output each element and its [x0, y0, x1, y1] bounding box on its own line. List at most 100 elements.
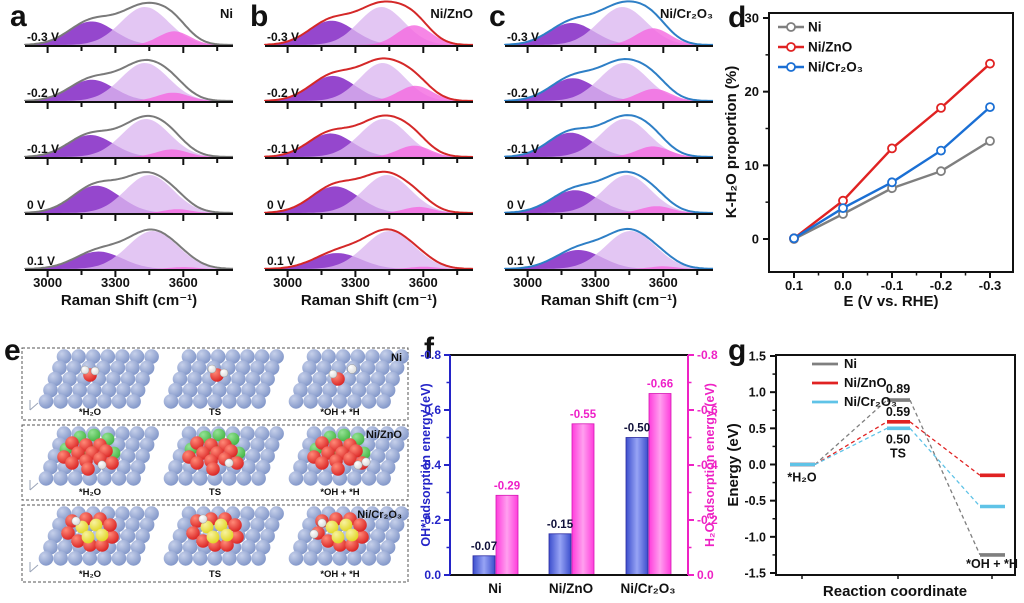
svg-text:H₂O adsorption energy (eV): H₂O adsorption energy (eV) — [703, 383, 717, 547]
svg-text:-0.07: -0.07 — [471, 541, 497, 553]
panel-letter-g: g — [728, 334, 747, 367]
svg-text:0: 0 — [752, 232, 759, 247]
svg-text:-0.50: -0.50 — [624, 423, 650, 435]
svg-text:-0.4: -0.4 — [420, 458, 441, 472]
svg-text:-0.1 V: -0.1 V — [27, 142, 59, 156]
svg-text:0.1: 0.1 — [785, 278, 803, 293]
svg-text:-0.3 V: -0.3 V — [507, 30, 539, 44]
svg-text:Ni: Ni — [844, 356, 857, 371]
svg-text:-0.1: -0.1 — [881, 278, 903, 293]
svg-text:Ni/Cr₂O₃: Ni/Cr₂O₃ — [660, 6, 713, 21]
svg-text:OH* adsorption energy (eV): OH* adsorption energy (eV) — [420, 383, 433, 546]
svg-text:1.5: 1.5 — [749, 350, 766, 364]
svg-text:*H₂O: *H₂O — [787, 471, 816, 485]
svg-text:*H₂O: *H₂O — [79, 487, 101, 498]
svg-text:Ni: Ni — [808, 20, 822, 35]
svg-text:0.1 V: 0.1 V — [507, 254, 535, 268]
svg-text:-0.2 V: -0.2 V — [507, 86, 539, 100]
panel-letter-c: c — [489, 0, 506, 33]
svg-text:-0.8: -0.8 — [420, 348, 441, 362]
svg-text:Ni/Cr₂O₃: Ni/Cr₂O₃ — [808, 60, 863, 75]
raman-chart-nizno: -0.3 V Ni/ZnO -0.2 V -0.1 V 0 V 0.1 V 3000 3300… — [264, 0, 474, 309]
svg-text:-0.55: -0.55 — [570, 409, 597, 421]
svg-text:0.89: 0.89 — [886, 382, 910, 396]
svg-text:*H₂O: *H₂O — [79, 569, 101, 580]
panel-letter-f: f — [424, 332, 434, 365]
panel-letter-b: b — [250, 0, 269, 33]
kh2o-proportion-chart: 0 10 20 30 0.1 0.0 -0.1 -0.2 -0.3 E (V vs. RHE) K-… — [723, 11, 1014, 310]
adsorption-energy-bar-chart: -0.07 -0.29 Ni -0.15 -0.55 Ni/ZnO -0.50 -0.66 Ni… — [420, 348, 718, 596]
svg-text:TS: TS — [209, 569, 221, 580]
svg-text:0.0: 0.0 — [749, 458, 766, 472]
svg-text:TS: TS — [890, 446, 906, 460]
svg-text:20: 20 — [745, 84, 759, 99]
svg-text:Ni/ZnO: Ni/ZnO — [844, 375, 887, 390]
svg-text:0.0: 0.0 — [697, 568, 714, 582]
svg-text:3600: 3600 — [409, 275, 438, 290]
svg-text:-0.15: -0.15 — [547, 519, 574, 531]
svg-text:-0.1 V: -0.1 V — [267, 142, 299, 156]
svg-text:Ni/ZnO: Ni/ZnO — [430, 6, 473, 21]
svg-text:0.5: 0.5 — [749, 422, 766, 436]
svg-text:0.0: 0.0 — [834, 278, 852, 293]
svg-text:Energy (eV): Energy (eV) — [725, 423, 742, 506]
svg-text:3300: 3300 — [101, 275, 130, 290]
svg-text:0.1 V: 0.1 V — [267, 254, 295, 268]
svg-text:*OH + *H: *OH + *H — [320, 569, 359, 580]
svg-text:-0.66: -0.66 — [647, 379, 673, 391]
panel-f-adsorption-bars: -0.07 -0.29 Ni -0.15 -0.55 Ni/ZnO -0.50 -0.66 Ni… — [420, 330, 720, 603]
svg-text:Reaction coordinate: Reaction coordinate — [823, 583, 967, 600]
raman-chart-nicr2o3: -0.3 V Ni/Cr₂O₃ -0.2 V -0.1 V 0 V 0.1 V 3000 33… — [504, 0, 713, 309]
panel-b-raman-nizno: -0.3 V Ni/ZnO -0.2 V -0.1 V 0 V 0.1 V 3000 3300… — [240, 0, 480, 310]
svg-text:-0.3 V: -0.3 V — [267, 30, 299, 44]
svg-text:-0.2: -0.2 — [697, 513, 718, 527]
svg-text:3000: 3000 — [513, 275, 542, 290]
svg-text:-0.4: -0.4 — [697, 458, 718, 472]
svg-text:-0.2: -0.2 — [930, 278, 952, 293]
panel-d-kh2o-line-chart: 0 10 20 30 0.1 0.0 -0.1 -0.2 -0.3 E (V vs. RHE) K-… — [720, 0, 1024, 310]
svg-text:Ni/Cr₂O₃: Ni/Cr₂O₃ — [357, 509, 402, 521]
svg-text:-0.29: -0.29 — [494, 480, 520, 492]
svg-text:-0.6: -0.6 — [420, 403, 441, 417]
svg-text:-1.5: -1.5 — [744, 566, 766, 580]
svg-text:3600: 3600 — [169, 275, 198, 290]
svg-text:Ni/Cr₂O₃: Ni/Cr₂O₃ — [844, 394, 897, 409]
svg-text:0.50: 0.50 — [886, 432, 910, 446]
svg-text:Raman Shift (cm⁻¹): Raman Shift (cm⁻¹) — [61, 292, 197, 309]
svg-text:0.59: 0.59 — [886, 405, 910, 419]
panel-letter-d: d — [728, 1, 747, 34]
panel-g-energy-diagram: 1.5 1.0 0.5 0.0 -0.5 -1.0 -1.5 0.89 0.59 0.50 TS *H… — [720, 330, 1024, 603]
svg-text:E (V vs. RHE): E (V vs. RHE) — [843, 293, 938, 310]
svg-text:3000: 3000 — [273, 275, 302, 290]
svg-text:-0.5: -0.5 — [744, 494, 766, 508]
svg-text:0.1 V: 0.1 V — [27, 254, 55, 268]
svg-text:*H₂O: *H₂O — [79, 407, 101, 418]
svg-text:-0.1 V: -0.1 V — [507, 142, 539, 156]
panel-letter-e: e — [4, 334, 21, 367]
svg-text:Raman Shift (cm⁻¹): Raman Shift (cm⁻¹) — [541, 292, 677, 309]
svg-text:0.0: 0.0 — [424, 568, 441, 582]
svg-text:3300: 3300 — [581, 275, 610, 290]
svg-text:3600: 3600 — [649, 275, 678, 290]
svg-text:Ni: Ni — [488, 581, 502, 596]
svg-text:10: 10 — [745, 158, 759, 173]
svg-text:-0.6: -0.6 — [697, 403, 718, 417]
svg-text:*OH + *H: *OH + *H — [966, 557, 1018, 571]
svg-text:Ni/ZnO: Ni/ZnO — [808, 40, 852, 55]
svg-text:K-H₂O proportion (%): K-H₂O proportion (%) — [723, 66, 740, 218]
svg-text:3000: 3000 — [33, 275, 62, 290]
atomic-structure-models: *H₂O TS *OH + *H Ni *H₂O TS *OH + *H Ni/ZnO *H₂O… — [21, 347, 409, 583]
svg-text:0 V: 0 V — [267, 198, 285, 212]
svg-text:Ni: Ni — [391, 352, 402, 364]
svg-text:TS: TS — [209, 487, 221, 498]
raman-chart-ni: -0.3 V Ni -0.2 V -0.1 V 0 V 0.1 V 3000 3300 3600… — [24, 1, 234, 309]
panel-a-raman-ni: -0.3 V Ni -0.2 V -0.1 V 0 V 0.1 V 3000 3300 3600… — [0, 0, 240, 310]
svg-text:-0.2: -0.2 — [420, 513, 441, 527]
svg-text:*OH + *H: *OH + *H — [320, 487, 359, 498]
svg-text:Ni/ZnO: Ni/ZnO — [366, 429, 402, 441]
svg-text:-0.2 V: -0.2 V — [267, 86, 299, 100]
svg-text:0 V: 0 V — [27, 198, 45, 212]
svg-text:-0.3: -0.3 — [979, 278, 1001, 293]
